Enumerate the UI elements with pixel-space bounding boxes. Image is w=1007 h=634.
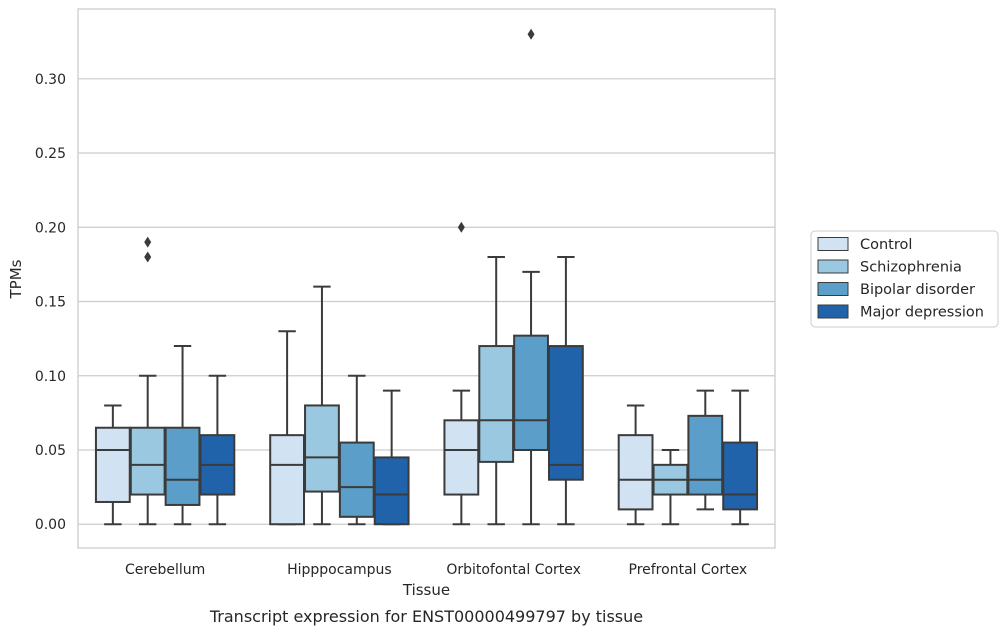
box-body [722,441,759,511]
outlier-point [527,28,535,40]
figure-caption: Transcript expression for ENST0000049979… [209,607,643,626]
box [129,236,166,526]
plot-frame [77,8,776,549]
x-tick-labels: Cerebellum Hipppocampus Orbitofontal Corte… [125,562,747,578]
y-tick-label: 0.05 [35,443,66,459]
series-group [199,255,759,526]
box-body [547,345,584,481]
legend-swatch [817,282,849,296]
x-tick-label: Orbitofontal Cortex [446,562,581,578]
box-body [443,419,480,496]
y-axis-title: TPMs [7,259,25,299]
series-group [164,28,724,526]
legend-swatch [817,304,849,319]
x-tick-label: Hipppocampus [287,562,392,578]
box [164,345,201,526]
box-body [617,434,654,511]
legend-item: Bipolar disorder [817,282,975,298]
box [338,374,375,526]
box-body [687,414,724,496]
box-body [338,441,375,518]
box [94,404,131,526]
series-group [94,221,654,526]
y-tick-label: 0.25 [35,146,66,162]
box-body [94,426,131,503]
x-tick-label: Cerebellum [125,562,205,578]
legend-swatch [817,259,849,274]
box-plot-marks [94,28,759,526]
box [547,255,584,526]
series-group [129,236,689,526]
legend-label: Control [860,237,912,253]
y-tick-label: 0.15 [35,295,66,311]
box [373,389,410,526]
x-axis-title: Tissue [402,581,450,599]
box [652,449,689,526]
box [199,374,236,526]
box [687,389,724,511]
outlier-point [144,251,152,263]
outlier-point [144,236,152,248]
box [722,389,759,526]
box-body [478,345,515,463]
box [269,330,306,526]
box-body [269,434,306,526]
y-tick-label: 0.10 [35,369,66,385]
box [304,285,340,526]
box [478,255,515,526]
legend-label: Bipolar disorder [860,282,975,298]
box-body [373,456,410,526]
y-tick-label: 0.20 [35,220,66,236]
legend: Control Schizophrenia Bipolar disorder Majo… [810,230,999,328]
legend-label: Major depression [860,305,984,321]
box-body [129,426,166,496]
box [513,28,549,526]
y-tick-labels: 0.00 0.05 0.10 0.15 0.20 0.25 0.30 [35,72,66,533]
box [617,404,654,526]
legend-label: Schizophrenia [860,260,962,276]
legend-item: Control [817,237,912,253]
box-body [513,334,549,451]
box [443,221,480,526]
y-tick-label: 0.30 [35,72,66,88]
outlier-point [457,221,465,233]
legend-frame [810,230,999,328]
y-tick-label: 0.00 [35,517,66,533]
box-body [164,426,201,506]
legend-item: Major depression [817,304,984,321]
box-body [304,404,340,493]
legend-swatch [817,237,849,251]
x-tick-label: Prefrontal Cortex [629,562,748,578]
legend-item: Schizophrenia [817,259,962,276]
